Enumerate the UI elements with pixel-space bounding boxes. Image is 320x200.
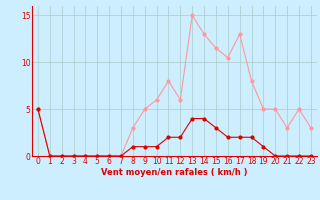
X-axis label: Vent moyen/en rafales ( km/h ): Vent moyen/en rafales ( km/h ) <box>101 168 248 177</box>
